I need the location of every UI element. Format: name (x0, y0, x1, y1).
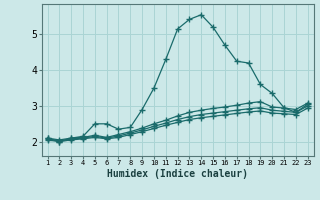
X-axis label: Humidex (Indice chaleur): Humidex (Indice chaleur) (107, 169, 248, 179)
